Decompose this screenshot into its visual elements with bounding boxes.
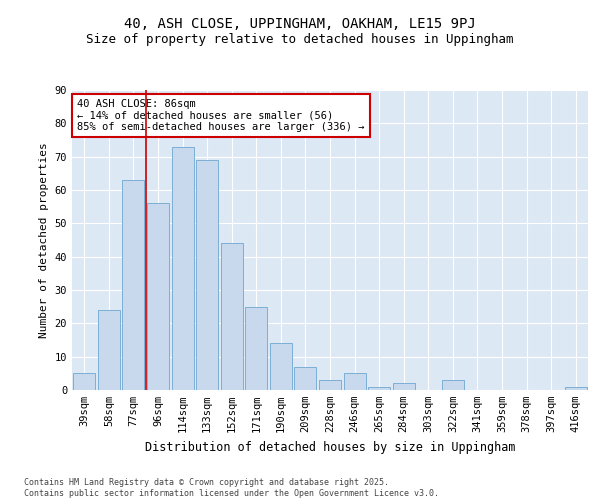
Bar — [319, 380, 341, 390]
Bar — [270, 344, 292, 390]
Bar — [245, 306, 268, 390]
Text: 40, ASH CLOSE, UPPINGHAM, OAKHAM, LE15 9PJ: 40, ASH CLOSE, UPPINGHAM, OAKHAM, LE15 9… — [124, 18, 476, 32]
Bar — [147, 204, 169, 390]
Text: 40 ASH CLOSE: 86sqm
← 14% of detached houses are smaller (56)
85% of semi-detach: 40 ASH CLOSE: 86sqm ← 14% of detached ho… — [77, 99, 365, 132]
Text: Contains HM Land Registry data © Crown copyright and database right 2025.
Contai: Contains HM Land Registry data © Crown c… — [24, 478, 439, 498]
Y-axis label: Number of detached properties: Number of detached properties — [39, 142, 49, 338]
Bar — [344, 374, 365, 390]
Bar — [295, 366, 316, 390]
Bar — [368, 386, 390, 390]
Bar — [98, 310, 120, 390]
Bar — [172, 146, 194, 390]
Bar — [442, 380, 464, 390]
Bar — [73, 374, 95, 390]
Bar — [565, 386, 587, 390]
X-axis label: Distribution of detached houses by size in Uppingham: Distribution of detached houses by size … — [145, 440, 515, 454]
Text: Size of property relative to detached houses in Uppingham: Size of property relative to detached ho… — [86, 32, 514, 46]
Bar — [196, 160, 218, 390]
Bar — [122, 180, 145, 390]
Bar — [392, 384, 415, 390]
Bar — [221, 244, 243, 390]
